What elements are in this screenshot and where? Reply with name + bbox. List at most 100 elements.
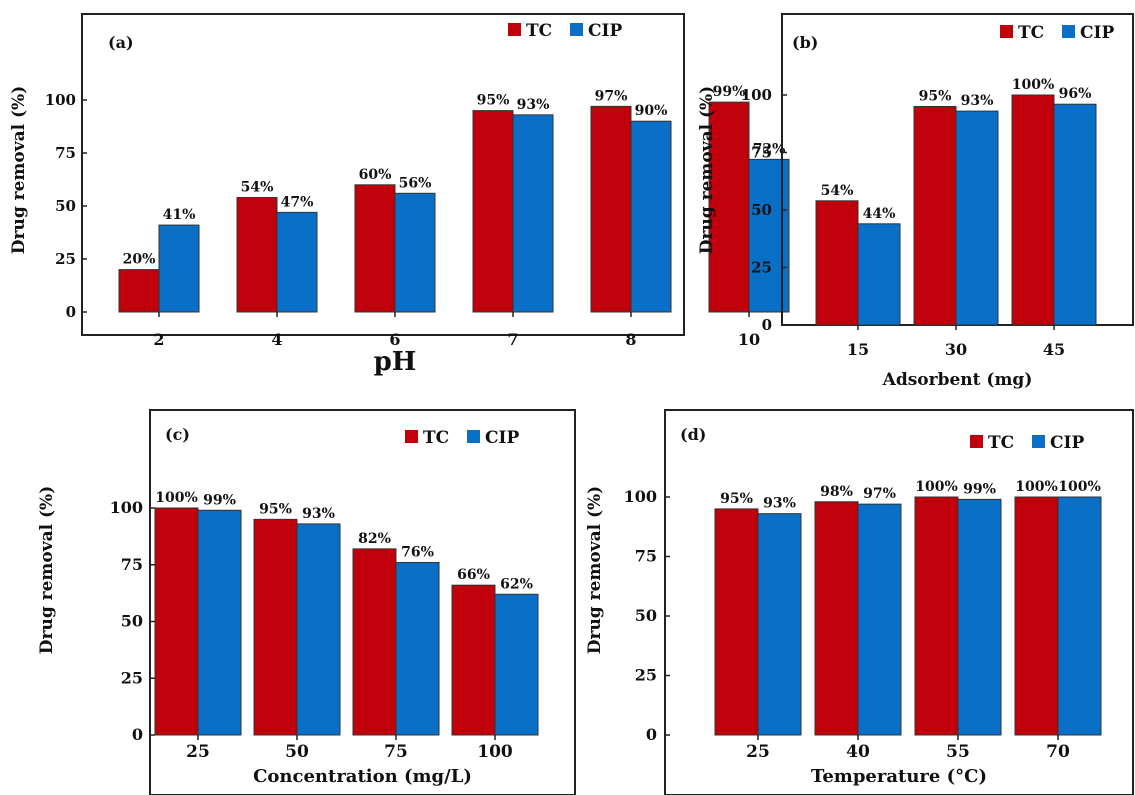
bar-tc xyxy=(352,548,397,736)
data-label-tc: 60% xyxy=(359,167,392,183)
bar-cip xyxy=(955,110,999,326)
y-axis-label: Drug removal (%) xyxy=(585,486,605,654)
y-axis-label: Drug removal (%) xyxy=(37,486,57,654)
bar-cip xyxy=(276,211,318,313)
legend-label-tc: TC xyxy=(1018,23,1044,43)
y-tick-label: 25 xyxy=(635,666,657,685)
x-axis-label: Temperature (°C) xyxy=(811,766,987,787)
bar-cip xyxy=(630,120,672,313)
bar-tc xyxy=(814,501,859,736)
y-tick-label: 25 xyxy=(55,250,76,268)
legend-swatch-cip xyxy=(467,430,480,443)
bar-cip xyxy=(394,192,436,313)
data-label-cip: 93% xyxy=(763,496,796,512)
plot-frame xyxy=(149,409,576,795)
y-tick-label: 100 xyxy=(741,86,772,104)
data-label-cip: 72% xyxy=(753,141,786,157)
y-tick-label: 50 xyxy=(751,201,772,219)
bar-cip xyxy=(957,498,1002,736)
data-label-cip: 76% xyxy=(401,544,434,560)
data-label-tc: 95% xyxy=(720,491,753,507)
bar-cip xyxy=(296,523,341,736)
y-tick-label: 25 xyxy=(121,668,143,687)
data-label-cip: 93% xyxy=(517,97,550,113)
y-tick-label: 25 xyxy=(751,259,772,277)
x-tick-label: 15 xyxy=(847,340,869,359)
bar-cip xyxy=(857,503,902,736)
bar-cip xyxy=(395,561,440,736)
legend-swatch-cip xyxy=(570,23,583,36)
plot-frame xyxy=(81,13,685,336)
data-label-tc: 100% xyxy=(1015,479,1058,495)
bar-cip xyxy=(757,513,802,736)
x-tick-label: 50 xyxy=(285,742,309,762)
bar-tc xyxy=(1011,94,1055,326)
data-label-tc: 100% xyxy=(155,490,198,506)
data-label-cip: 99% xyxy=(203,492,236,508)
bar-tc xyxy=(815,200,859,326)
x-axis-label: Concentration (mg/L) xyxy=(253,766,472,787)
bar-tc xyxy=(714,508,759,736)
bar-tc xyxy=(354,184,396,313)
legend-swatch-tc xyxy=(1000,25,1013,38)
legend-swatch-cip xyxy=(1062,25,1075,38)
y-tick-label: 0 xyxy=(762,316,772,334)
x-tick-label: 40 xyxy=(846,742,870,762)
bar-cip xyxy=(494,593,539,736)
data-label-tc: 98% xyxy=(820,484,853,500)
x-tick-label: 100 xyxy=(477,742,513,762)
data-label-tc: 95% xyxy=(919,89,952,105)
bar-cip xyxy=(512,114,554,313)
bar-cip xyxy=(158,224,200,313)
bar-tc xyxy=(913,106,957,326)
data-label-cip: 100% xyxy=(1058,479,1101,495)
data-label-cip: 96% xyxy=(1059,86,1092,102)
bar-tc xyxy=(590,105,632,313)
legend-label-tc: TC xyxy=(423,428,449,448)
legend-swatch-tc xyxy=(970,435,983,448)
data-label-tc: 82% xyxy=(358,531,391,547)
bar-cip xyxy=(857,223,901,326)
data-label-tc: 20% xyxy=(123,252,156,268)
data-label-tc: 66% xyxy=(457,567,490,583)
bar-tc xyxy=(914,496,959,736)
y-tick-label: 75 xyxy=(751,144,772,162)
legend-swatch-tc xyxy=(508,23,521,36)
y-axis-label: Drug removal (%) xyxy=(9,86,29,254)
data-label-tc: 100% xyxy=(915,479,958,495)
legend-label-cip: CIP xyxy=(1080,23,1114,43)
x-tick-label: 45 xyxy=(1043,340,1065,359)
chart-panel-4: (d) 0 25 50 75 100 Drug removal (%) 95% 93% 25 98%… xyxy=(585,409,1134,795)
legend-label-cip: CIP xyxy=(485,428,519,448)
y-tick-label: 75 xyxy=(55,144,76,162)
y-tick-label: 100 xyxy=(110,498,143,517)
legend-swatch-tc xyxy=(405,430,418,443)
data-label-tc: 95% xyxy=(477,93,510,109)
data-label-tc: 99% xyxy=(713,84,746,100)
y-tick-label: 0 xyxy=(66,303,76,321)
panel-label: (c) xyxy=(165,425,190,444)
data-label-cip: 90% xyxy=(635,103,668,119)
x-axis-label: Adsorbent (mg) xyxy=(882,370,1033,390)
data-label-cip: 41% xyxy=(163,207,196,223)
y-tick-label: 0 xyxy=(646,725,657,744)
bar-tc xyxy=(118,269,160,313)
x-tick-label: 55 xyxy=(946,742,970,762)
data-label-tc: 100% xyxy=(1012,77,1055,93)
legend-label-cip: CIP xyxy=(1050,433,1084,453)
data-label-cip: 93% xyxy=(302,506,335,522)
data-label-cip: 99% xyxy=(963,481,996,497)
y-tick-label: 50 xyxy=(121,612,143,631)
plot-frame xyxy=(664,409,1134,795)
panel-label: (b) xyxy=(792,33,818,52)
bar-tc xyxy=(708,101,750,313)
legend-swatch-cip xyxy=(1032,435,1045,448)
y-tick-label: 100 xyxy=(624,487,657,506)
x-tick-label: 30 xyxy=(945,340,967,359)
chart-panel-3: (c) 0 25 50 75 100 Drug removal (%) 100% 99% 25 95… xyxy=(37,409,576,795)
data-label-cip: 56% xyxy=(399,175,432,191)
bar-tc xyxy=(236,197,278,313)
data-label-tc: 54% xyxy=(241,180,274,196)
